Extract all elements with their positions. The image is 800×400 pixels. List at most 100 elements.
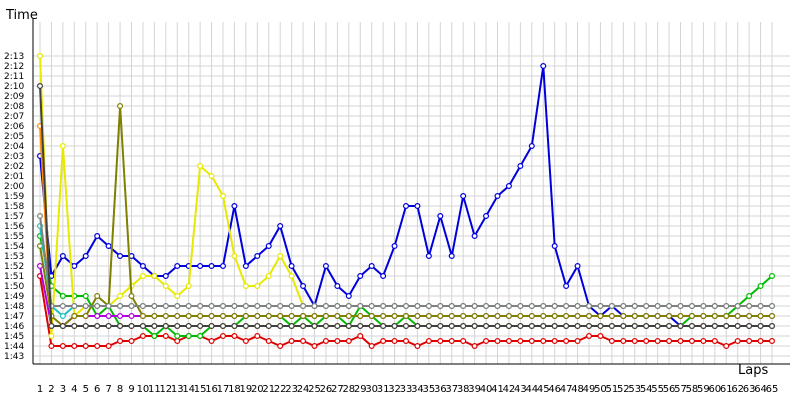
y-tick-label: 2:04: [4, 142, 24, 152]
data-point: [585, 323, 592, 330]
data-point: [448, 338, 455, 345]
data-point: [48, 333, 55, 340]
data-point: [139, 303, 146, 310]
data-point: [688, 303, 695, 310]
y-tick-label: 1:48: [4, 302, 24, 312]
data-point: [288, 263, 295, 270]
x-tick-label: 20: [251, 384, 264, 395]
data-point: [71, 303, 78, 310]
data-point: [48, 323, 55, 330]
data-point: [528, 323, 535, 330]
y-tick-label: 1:44: [4, 342, 24, 352]
x-tick-label: 45: [537, 384, 550, 395]
x-tick-label: 65: [766, 384, 779, 395]
data-point: [437, 303, 444, 310]
data-point: [734, 313, 741, 320]
data-point: [563, 323, 570, 330]
data-point: [768, 313, 775, 320]
data-point: [242, 338, 249, 345]
data-point: [368, 263, 375, 270]
data-point: [380, 273, 387, 280]
data-point: [311, 323, 318, 330]
data-point: [574, 323, 581, 330]
data-point: [94, 343, 101, 350]
data-point: [94, 233, 101, 240]
data-point: [768, 338, 775, 345]
data-point: [620, 303, 627, 310]
data-point: [528, 338, 535, 345]
data-point: [414, 343, 421, 350]
data-point: [220, 333, 227, 340]
data-point: [700, 338, 707, 345]
data-point: [380, 323, 387, 330]
x-tick-label: 52: [617, 384, 630, 395]
data-point: [620, 338, 627, 345]
data-point: [174, 303, 181, 310]
data-point: [208, 338, 215, 345]
data-point: [677, 313, 684, 320]
data-point: [425, 253, 432, 260]
data-point: [723, 323, 730, 330]
data-point: [139, 323, 146, 330]
x-tick-label: 46: [548, 384, 561, 395]
data-point: [425, 303, 432, 310]
y-tick-label: 1:47: [4, 312, 24, 322]
data-point: [174, 263, 181, 270]
data-point: [608, 313, 615, 320]
data-point: [36, 263, 43, 270]
data-point: [139, 273, 146, 280]
data-point: [105, 243, 112, 250]
data-point: [437, 338, 444, 345]
data-point: [94, 303, 101, 310]
y-tick-label: 2:08: [4, 102, 24, 112]
data-point: [162, 333, 169, 340]
x-tick-label: 6: [94, 384, 100, 395]
data-point: [677, 323, 684, 330]
data-point: [334, 283, 341, 290]
data-point: [48, 343, 55, 350]
data-point: [368, 303, 375, 310]
data-point: [357, 323, 364, 330]
data-point: [220, 323, 227, 330]
data-point: [139, 313, 146, 320]
x-tick-label: 15: [194, 384, 207, 395]
data-point: [528, 303, 535, 310]
x-tick-label: 54: [640, 384, 653, 395]
data-point: [631, 338, 638, 345]
data-point: [437, 323, 444, 330]
data-point: [757, 303, 764, 310]
data-point: [162, 313, 169, 320]
data-point: [311, 303, 318, 310]
x-tick-label: 53: [628, 384, 641, 395]
data-point: [746, 338, 753, 345]
data-point: [746, 323, 753, 330]
y-tick-label: 1:58: [4, 202, 24, 212]
x-tick-label: 62: [731, 384, 744, 395]
data-point: [345, 293, 352, 300]
data-point: [563, 338, 570, 345]
data-point: [471, 343, 478, 350]
x-tick-label: 39: [468, 384, 481, 395]
data-point: [185, 323, 192, 330]
data-point: [734, 338, 741, 345]
x-tick-label: 47: [560, 384, 573, 395]
data-point: [517, 338, 524, 345]
y-tick-label: 2:12: [4, 62, 24, 72]
x-tick-label: 60: [708, 384, 721, 395]
x-tick-label: 26: [320, 384, 333, 395]
data-point: [517, 313, 524, 320]
data-point: [357, 313, 364, 320]
data-point: [391, 338, 398, 345]
data-point: [700, 313, 707, 320]
data-point: [643, 303, 650, 310]
data-point: [174, 313, 181, 320]
data-point: [128, 303, 135, 310]
data-point: [391, 313, 398, 320]
x-tick-label: 7: [105, 384, 111, 395]
y-tick-label: 1:46: [4, 322, 24, 332]
data-point: [265, 303, 272, 310]
data-point: [620, 313, 627, 320]
x-tick-label: 43: [514, 384, 527, 395]
data-point: [197, 323, 204, 330]
